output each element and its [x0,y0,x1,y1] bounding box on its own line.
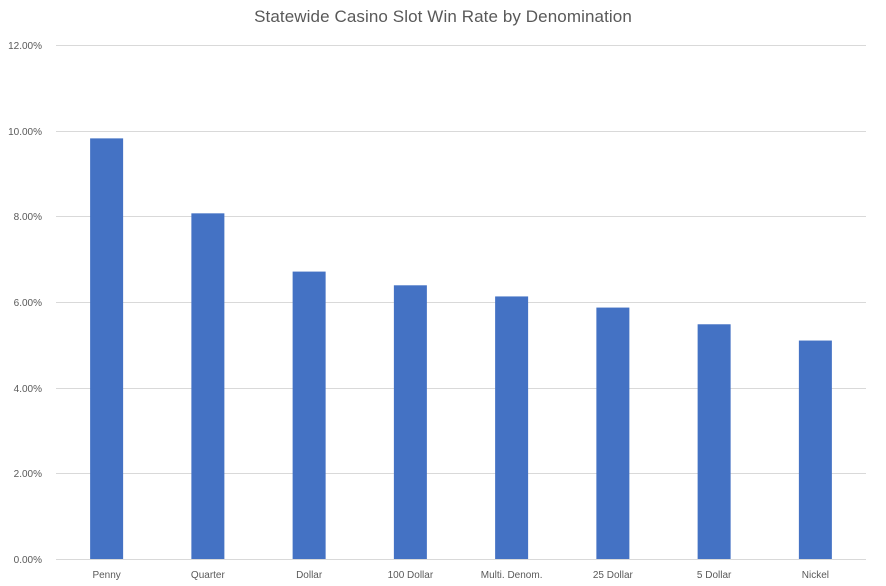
x-tick-label: 25 Dollar [593,570,634,581]
x-axis-ticks: Penny Quarter Dollar 100 Dollar Multi. Denom… [92,570,829,581]
y-tick-label: 10.00% [8,127,42,138]
y-axis-ticks: 0.00% 2.00% 4.00% 6.00% 8.00% 10.00% 12.00% [8,41,42,566]
bar-penny [90,138,124,560]
x-tick-label: Dollar [296,570,323,581]
chart-title: Statewide Casino Slot Win Rate by Denomi… [254,7,632,26]
bar-multi-denom [495,296,529,559]
x-tick-label: 100 Dollar [388,570,434,581]
y-tick-label: 8.00% [14,212,42,223]
x-tick-label: Quarter [191,570,226,581]
y-tick-label: 6.00% [14,298,42,309]
gridlines [56,45,866,560]
x-tick-label: Penny [92,570,120,581]
x-tick-label: Multi. Denom. [481,570,543,581]
x-tick-label: Nickel [802,570,829,581]
bar-5-dollar [697,324,731,559]
y-tick-label: 2.00% [14,469,42,480]
bar-25-dollar [596,307,630,559]
y-tick-label: 0.00% [14,555,42,566]
y-tick-label: 12.00% [8,41,42,52]
bar-nickel [798,340,832,559]
bars [90,138,832,560]
bar-quarter [191,213,225,559]
bar-dollar [292,271,326,559]
bar-100-dollar [393,285,427,559]
x-tick-label: 5 Dollar [697,570,732,581]
y-tick-label: 4.00% [14,384,42,395]
